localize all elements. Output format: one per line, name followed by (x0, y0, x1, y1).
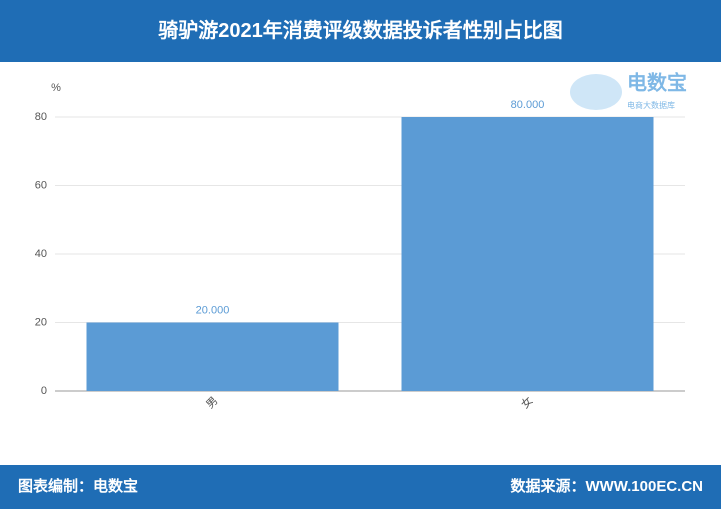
value-label: 80.000 (511, 99, 545, 111)
chart: % 电数宝 电商大数据库 0 20 40 60 80 男 20.000 女 80.000 (35, 70, 687, 411)
bar (86, 322, 339, 391)
logo-cloud (570, 74, 622, 110)
y-tick-label: 60 (35, 179, 47, 191)
logo: 电数宝 电商大数据库 (570, 70, 687, 110)
y-unit: % (51, 82, 61, 94)
footer-credit: 图表编制：电数宝 (18, 478, 139, 495)
chart-title: 骑驴游2021年消费评级数据投诉者性别占比图 (0, 0, 721, 62)
y-tick-label: 0 (41, 385, 47, 397)
y-tick-label: 20 (35, 316, 47, 328)
y-tick-label: 40 (35, 248, 47, 260)
footer-source: 数据来源：WWW.100EC.CN (510, 478, 703, 495)
y-tick-label: 80 (35, 111, 47, 123)
logo-subtitle: 电商大数据库 (627, 100, 675, 110)
bar (401, 117, 654, 391)
x-tick-label: 女 (518, 393, 536, 411)
value-label: 20.000 (196, 304, 230, 316)
footer: 图表编制：电数宝 数据来源：WWW.100EC.CN (0, 465, 721, 509)
logo-name: 电数宝 (627, 70, 687, 94)
x-tick-label: 男 (204, 395, 220, 411)
